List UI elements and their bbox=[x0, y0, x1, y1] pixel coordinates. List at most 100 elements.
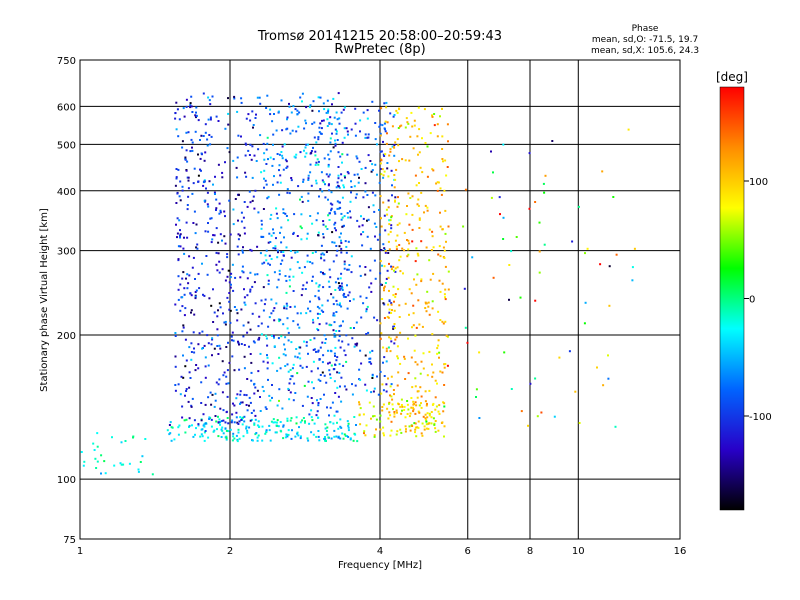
data-point bbox=[607, 354, 609, 357]
data-point bbox=[259, 352, 262, 355]
data-point bbox=[292, 275, 295, 278]
data-point bbox=[416, 135, 419, 138]
data-point bbox=[317, 160, 320, 163]
data-point bbox=[311, 279, 314, 282]
data-point bbox=[365, 333, 368, 335]
data-point bbox=[183, 419, 186, 422]
data-point bbox=[267, 279, 270, 282]
data-point bbox=[240, 220, 243, 223]
data-point bbox=[387, 276, 390, 279]
x-tick-label: 6 bbox=[465, 546, 471, 557]
data-point bbox=[182, 354, 184, 357]
data-point bbox=[305, 122, 307, 125]
data-point bbox=[200, 152, 203, 155]
data-point bbox=[187, 195, 190, 198]
data-point bbox=[193, 167, 196, 170]
data-point bbox=[269, 241, 272, 243]
data-point bbox=[197, 423, 200, 426]
data-point bbox=[206, 203, 209, 206]
data-point bbox=[311, 381, 313, 384]
data-point bbox=[410, 406, 413, 409]
data-point bbox=[369, 160, 372, 162]
data-point bbox=[310, 416, 313, 419]
data-point bbox=[199, 157, 202, 160]
data-point bbox=[387, 303, 390, 306]
data-point bbox=[241, 265, 244, 268]
data-point bbox=[379, 168, 382, 170]
data-point bbox=[387, 199, 390, 202]
data-point bbox=[368, 286, 371, 289]
data-point bbox=[389, 337, 392, 340]
data-point bbox=[329, 212, 331, 215]
data-point bbox=[414, 334, 417, 337]
data-point bbox=[179, 393, 182, 396]
data-point bbox=[203, 425, 206, 428]
data-point bbox=[242, 435, 245, 438]
data-point bbox=[307, 192, 310, 195]
data-point bbox=[379, 132, 382, 135]
data-point bbox=[393, 411, 396, 413]
data-point bbox=[388, 402, 390, 405]
data-point bbox=[259, 252, 262, 255]
data-point bbox=[271, 396, 273, 399]
data-point bbox=[439, 115, 441, 118]
data-point bbox=[416, 203, 419, 206]
data-point bbox=[190, 105, 193, 108]
data-point bbox=[219, 233, 222, 236]
data-point bbox=[337, 277, 340, 280]
data-point bbox=[237, 423, 240, 425]
data-point bbox=[312, 360, 315, 363]
data-point bbox=[380, 249, 383, 251]
data-point bbox=[266, 136, 269, 139]
data-point bbox=[323, 259, 326, 262]
data-point bbox=[295, 153, 298, 156]
data-point bbox=[355, 424, 357, 426]
data-point bbox=[202, 184, 205, 187]
data-point bbox=[178, 219, 181, 222]
data-point bbox=[267, 378, 269, 381]
data-point bbox=[408, 223, 411, 226]
data-point bbox=[318, 110, 320, 113]
data-point bbox=[374, 235, 376, 238]
grid-lines bbox=[80, 60, 680, 539]
data-point bbox=[325, 322, 328, 325]
data-point bbox=[236, 393, 239, 396]
data-point bbox=[356, 440, 359, 443]
data-point bbox=[229, 276, 232, 279]
data-point bbox=[347, 422, 350, 425]
data-point bbox=[418, 404, 421, 407]
data-point bbox=[356, 173, 359, 176]
data-point bbox=[289, 306, 292, 308]
data-point bbox=[388, 248, 391, 251]
data-point bbox=[393, 269, 395, 272]
data-point bbox=[231, 263, 234, 266]
data-point bbox=[310, 151, 313, 154]
data-point bbox=[382, 201, 385, 204]
data-point bbox=[328, 173, 331, 176]
data-point bbox=[431, 363, 433, 366]
data-point bbox=[426, 290, 429, 293]
data-point bbox=[340, 305, 343, 308]
data-point bbox=[337, 92, 340, 95]
data-point bbox=[276, 217, 279, 220]
data-point bbox=[379, 162, 382, 165]
data-point bbox=[379, 283, 382, 286]
data-point bbox=[327, 214, 330, 217]
data-point bbox=[275, 212, 278, 215]
data-point bbox=[185, 359, 188, 362]
data-point bbox=[240, 417, 243, 420]
data-point bbox=[326, 426, 329, 429]
data-point bbox=[305, 237, 308, 240]
data-point bbox=[349, 210, 351, 213]
data-point bbox=[215, 381, 218, 384]
data-point bbox=[394, 293, 397, 296]
data-point bbox=[437, 253, 440, 256]
data-point bbox=[364, 434, 367, 437]
data-point bbox=[252, 340, 255, 343]
data-point bbox=[420, 360, 423, 363]
data-point bbox=[291, 429, 293, 432]
data-point bbox=[176, 236, 178, 239]
data-point bbox=[289, 391, 292, 394]
data-point bbox=[420, 395, 423, 398]
data-point bbox=[215, 115, 218, 118]
